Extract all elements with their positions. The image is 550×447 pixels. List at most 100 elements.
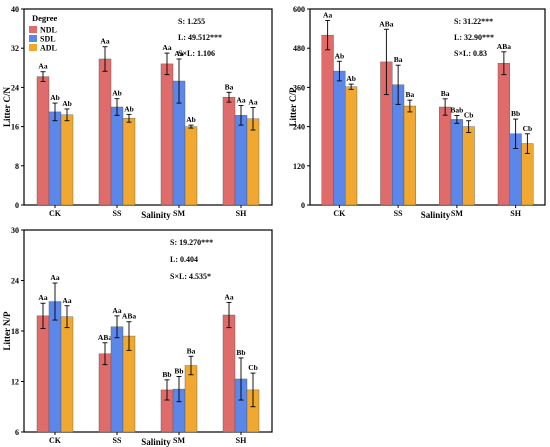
significance-label: Ab (50, 93, 60, 102)
legend-label-sdl: SDL (40, 35, 56, 44)
stat-text: S×L: 0.83 (454, 49, 487, 58)
bar-ndl (321, 34, 334, 206)
x-axis-title: Salinity (141, 210, 171, 220)
x-tick-label: CK (49, 209, 62, 218)
y-tick-label: 16 (11, 123, 19, 132)
significance-label: Cb (464, 111, 474, 120)
bar-adl (462, 126, 475, 206)
significance-label: Aa (112, 306, 121, 315)
legend-label-ndl: NDL (40, 26, 57, 35)
y-tick-label: 18 (11, 327, 19, 336)
significance-label: Aa (236, 96, 245, 105)
bar-adl (122, 118, 136, 206)
stat-text: S×L: 1.106 (178, 49, 215, 58)
significance-label: Aa (38, 62, 47, 71)
significance-label: Ab (112, 89, 122, 98)
legend-swatch-ndl (29, 26, 37, 33)
significance-label: Ab (62, 99, 72, 108)
x-tick-label: SH (236, 209, 247, 218)
significance-label: Aa (38, 293, 47, 302)
x-tick-label: SM (173, 436, 185, 445)
significance-label: ABa (497, 42, 511, 51)
bar-ndl (36, 76, 50, 206)
significance-label: Aa (100, 37, 109, 46)
panel-2: 0 120 240 360 480 600 Litter C/P CK Aa Ab Ab SS ABa B… (288, 5, 546, 220)
bar-sdl (450, 119, 463, 206)
bar-sdl (48, 111, 62, 206)
x-tick-label: SS (394, 209, 403, 218)
bar-sdl (48, 301, 62, 433)
stat-text: S: 1.255 (178, 17, 205, 26)
bar-ndl (98, 58, 112, 206)
legend-swatch-adl (29, 44, 37, 51)
x-tick-label: SM (451, 209, 463, 218)
bar-adl (345, 86, 358, 206)
stat-text: L: 49.512*** (178, 33, 222, 42)
y-tick-label: 0 (15, 201, 19, 210)
significance-label: Bab (450, 105, 463, 114)
plot-frame (23, 8, 273, 206)
significance-label: Aa (174, 49, 183, 58)
stat-text: S: 31.22*** (454, 17, 493, 26)
significance-label: Ab (124, 104, 134, 113)
stat-text: S×L: 4.535* (170, 272, 211, 281)
significance-label: ABa (98, 333, 112, 342)
legend-swatch-sdl (29, 35, 37, 42)
significance-label: Ab (186, 115, 196, 124)
bar-ndl (160, 63, 174, 206)
bar-adl (60, 316, 74, 433)
bar-sdl (333, 70, 346, 206)
significance-label: Ba (405, 90, 414, 99)
significance-label: Aa (248, 97, 257, 106)
y-tick-label: 0 (301, 201, 305, 210)
bar-ndl (497, 63, 510, 206)
significance-label: Aa (323, 10, 332, 19)
significance-label: Ba (441, 89, 450, 98)
significance-label: Ab (335, 51, 345, 60)
bar-ndl (222, 96, 236, 206)
x-axis-title: Salinity (421, 210, 451, 220)
x-tick-label: CK (333, 209, 346, 218)
y-tick-label: 480 (293, 44, 305, 53)
bar-ndl (222, 314, 236, 433)
significance-label: Cb (523, 124, 533, 133)
significance-label: Bb (162, 370, 171, 379)
stat-text: L: 0.404 (170, 255, 198, 264)
y-tick-label: 120 (293, 162, 305, 171)
y-tick-label: 12 (11, 378, 19, 387)
y-tick-label: 360 (293, 83, 305, 92)
significance-label: Ba (187, 346, 196, 355)
x-tick-label: SS (113, 436, 122, 445)
bar-adl (184, 126, 198, 206)
significance-label: Ba (225, 82, 234, 91)
y-tick-label: 24 (11, 83, 19, 92)
bar-adl (60, 114, 74, 206)
significance-label: Bb (174, 366, 183, 375)
y-tick-label: 6 (15, 428, 19, 437)
legend-title: Degree (32, 13, 58, 23)
y-tick-label: 8 (15, 162, 19, 171)
bar-sdl (234, 115, 248, 206)
x-axis-title: Salinity (141, 437, 171, 447)
stat-text: S: 19.270*** (170, 238, 213, 247)
y-tick-label: 240 (293, 123, 305, 132)
x-tick-label: SH (236, 436, 247, 445)
x-tick-label: SH (510, 209, 521, 218)
y-tick-label: 600 (293, 5, 305, 14)
bar-ndl (98, 353, 112, 433)
significance-label: Aa (50, 273, 59, 282)
y-tick-label: 40 (11, 5, 19, 14)
significance-label: Bb (236, 348, 245, 357)
significance-label: Bb (511, 109, 520, 118)
legend-label-adl: ADL (40, 44, 57, 53)
significance-label: ABa (379, 19, 393, 28)
bar-adl (246, 118, 260, 206)
bar-ndl (36, 315, 50, 433)
legend: Degree NDL SDL ADL (29, 13, 58, 53)
bar-ndl (439, 106, 452, 206)
significance-label: Aa (224, 292, 233, 301)
significance-label: Ba (394, 55, 403, 64)
